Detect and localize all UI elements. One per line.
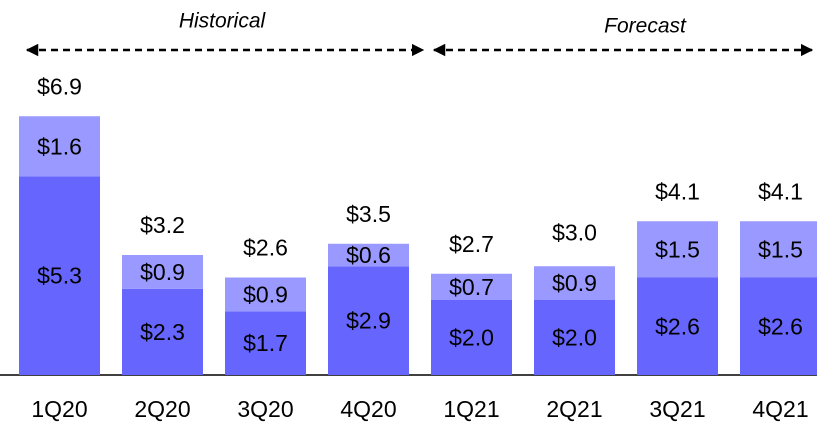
- bar-segment: [328, 266, 409, 375]
- bar-segment: [328, 243, 409, 267]
- bar-segment: [122, 255, 203, 289]
- value-label: $5.3: [37, 263, 82, 289]
- total-label: $3.2: [140, 212, 185, 238]
- bar-segment: [431, 300, 512, 375]
- bar-segment: [534, 300, 615, 375]
- bar-segment: [225, 277, 306, 312]
- bar-segment: [19, 176, 100, 375]
- bar-segment: [225, 311, 306, 375]
- x-tick-label: 4Q20: [340, 396, 396, 422]
- x-tick-label: 2Q21: [546, 396, 602, 422]
- x-tick-label: 3Q20: [237, 396, 293, 422]
- total-label: $2.7: [449, 231, 494, 257]
- total-label: $3.5: [346, 201, 391, 227]
- total-label: $2.6: [243, 235, 288, 261]
- x-tick-label: 3Q21: [649, 396, 705, 422]
- value-label: $0.9: [140, 259, 185, 285]
- total-label: $6.9: [37, 73, 82, 99]
- annotation: Forecast: [604, 15, 687, 38]
- value-label: $1.6: [37, 133, 82, 159]
- value-label: $2.6: [758, 313, 803, 339]
- bar-segment: [431, 273, 512, 300]
- value-label: $1.5: [758, 236, 803, 262]
- bar-segment: [637, 221, 718, 278]
- value-label: $1.7: [243, 330, 288, 356]
- annotation: Historical: [179, 10, 267, 33]
- value-label: $2.6: [655, 313, 700, 339]
- value-label: $0.6: [346, 242, 391, 268]
- value-label: $2.3: [140, 319, 185, 345]
- value-label: $1.5: [655, 236, 700, 262]
- total-label: $3.0: [552, 220, 597, 246]
- value-label: $0.7: [449, 274, 494, 300]
- total-label: $4.1: [758, 178, 803, 204]
- bar-segment: [740, 221, 817, 278]
- value-label: $0.9: [552, 270, 597, 296]
- value-label: $2.0: [552, 325, 597, 351]
- total-label: $4.1: [655, 178, 700, 204]
- bar-segment: [19, 116, 100, 177]
- bar-segment: [637, 277, 718, 375]
- bar-segment: [534, 266, 615, 300]
- x-tick-label: 4Q21: [752, 396, 808, 422]
- x-tick-label: 1Q20: [31, 396, 87, 422]
- value-label: $2.0: [449, 325, 494, 351]
- x-tick-label: 1Q21: [443, 396, 499, 422]
- value-label: $2.9: [346, 308, 391, 334]
- bar-segment: [122, 288, 203, 375]
- x-tick-label: 2Q20: [134, 396, 190, 422]
- bar-segment: [740, 277, 817, 375]
- value-label: $0.9: [243, 281, 288, 307]
